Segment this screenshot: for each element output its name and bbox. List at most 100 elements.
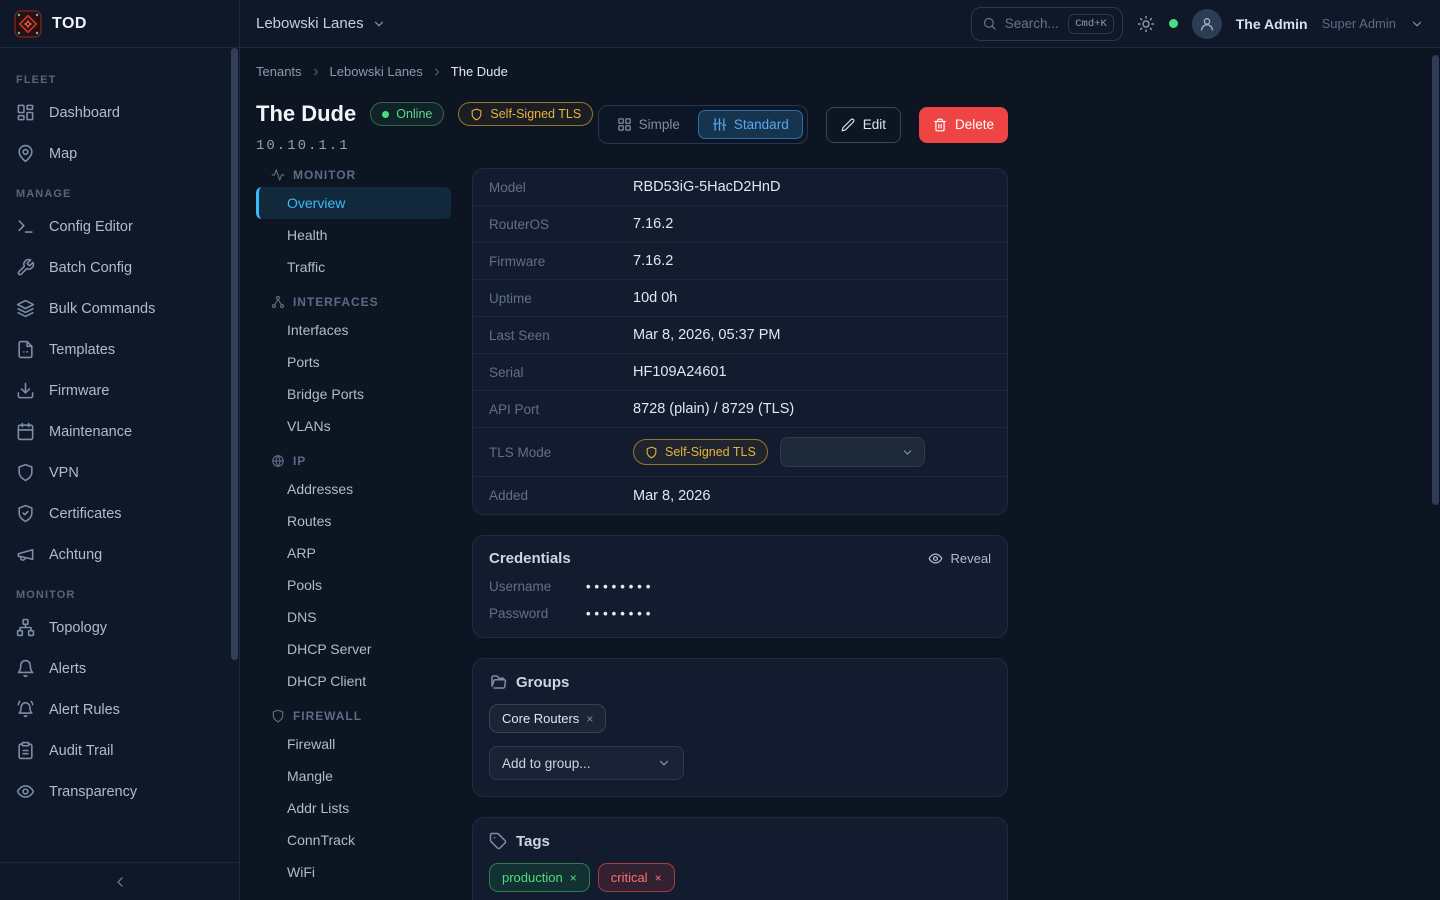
- subnav-item-ports[interactable]: Ports: [287, 354, 320, 370]
- theme-toggle-sun-icon[interactable]: [1137, 15, 1155, 33]
- main-content: Tenants Lebowski Lanes The Dude The Dude…: [240, 48, 1440, 900]
- calendar-icon: [16, 422, 35, 441]
- subnav-section-ip: IP: [256, 454, 451, 468]
- device-subnav: MONITOR Overview Health Traffic INTERFAC…: [256, 168, 451, 900]
- breadcrumb-tenants[interactable]: Tenants: [256, 64, 302, 79]
- subnav-item-dhcp-client[interactable]: DHCP Client: [287, 673, 367, 689]
- subnav-item-interfaces[interactable]: Interfaces: [287, 322, 349, 338]
- subnav-item-dhcp-server[interactable]: DHCP Server: [287, 641, 372, 657]
- sidebar-item-maintenance[interactable]: Maintenance: [0, 411, 239, 452]
- sidebar-item-bulk-commands[interactable]: Bulk Commands: [0, 288, 239, 329]
- download-icon: [16, 381, 35, 400]
- sidebar-item-label: Achtung: [49, 546, 103, 563]
- sidebar-item-label: Topology: [49, 619, 108, 636]
- sidebar-item-label: Alerts: [49, 660, 87, 677]
- status-badge: Online: [370, 102, 445, 126]
- subnav-item-pools[interactable]: Pools: [287, 577, 323, 593]
- view-toggle: Simple Standard: [597, 105, 808, 144]
- group-chip: Core Routers ×: [489, 704, 607, 733]
- delete-button[interactable]: Delete: [918, 106, 1008, 143]
- sidebar-item-label: Bulk Commands: [49, 300, 156, 317]
- sidebar-item-audit-trail[interactable]: Audit Trail: [0, 730, 239, 771]
- sidebar-item-label: Map: [49, 145, 78, 162]
- subnav-item-conntrack[interactable]: ConnTrack: [287, 832, 355, 848]
- search-placeholder: Search...: [1004, 16, 1059, 31]
- masked-username: ••••••••: [586, 579, 655, 594]
- bell-ring-icon: [16, 700, 35, 719]
- tls-mode-select[interactable]: [779, 437, 925, 467]
- user-menu-chevron-icon[interactable]: [1410, 17, 1424, 31]
- sidebar-item-map[interactable]: Map: [0, 133, 239, 174]
- tenant-selector[interactable]: Lebowski Lanes: [256, 15, 386, 32]
- subnav-item-firewall[interactable]: Firewall: [287, 736, 336, 752]
- sidebar-item-templates[interactable]: Templates: [0, 329, 239, 370]
- detail-row-model: Model RBD53iG-5HacD2HnD: [473, 169, 1007, 206]
- view-simple-button[interactable]: Simple: [603, 110, 694, 139]
- shield-icon: [271, 709, 285, 723]
- detail-row-serial: Serial HF109A24601: [473, 354, 1007, 391]
- network-icon: [16, 618, 35, 637]
- subnav-item-dns[interactable]: DNS: [287, 609, 317, 625]
- online-dot-icon: [382, 110, 390, 118]
- sidebar-collapse-button[interactable]: [0, 862, 239, 900]
- sidebar-item-transparency[interactable]: Transparency: [0, 771, 239, 812]
- eye-icon: [928, 553, 942, 564]
- sidebar-item-label: Firmware: [49, 382, 110, 399]
- sidebar-item-topology[interactable]: Topology: [0, 607, 239, 648]
- sidebar-item-batch-config[interactable]: Batch Config: [0, 247, 239, 288]
- chevron-left-icon: [112, 874, 128, 890]
- sliders-icon: [712, 118, 726, 131]
- subnav-item-overview[interactable]: Overview: [256, 187, 451, 219]
- file-icon: [16, 340, 35, 359]
- sidebar-item-vpn[interactable]: VPN: [0, 452, 239, 493]
- breadcrumb-device: The Dude: [450, 64, 508, 79]
- device-ip: 10.10.1.1: [256, 138, 350, 154]
- sidebar-item-achtung[interactable]: Achtung: [0, 534, 239, 575]
- sidebar-item-alert-rules[interactable]: Alert Rules: [0, 689, 239, 730]
- user-avatar[interactable]: [1191, 8, 1222, 39]
- remove-chip-icon[interactable]: ×: [569, 870, 577, 885]
- detail-row-routeros: RouterOS 7.16.2: [473, 206, 1007, 243]
- remove-chip-icon[interactable]: ×: [586, 711, 594, 726]
- content-scrollbar-thumb[interactable]: [1432, 55, 1439, 505]
- tag-chip-critical: critical ×: [597, 863, 675, 892]
- edit-button[interactable]: Edit: [825, 106, 901, 143]
- sidebar-section-manage: MANAGE: [16, 188, 72, 200]
- sidebar-item-alerts[interactable]: Alerts: [0, 648, 239, 689]
- globe-icon: [271, 454, 285, 468]
- subnav-item-health[interactable]: Health: [287, 227, 328, 243]
- subnav-section-interfaces: INTERFACES: [256, 295, 451, 309]
- subnav-item-vlans[interactable]: VLANs: [287, 418, 331, 434]
- detail-row-uptime: Uptime 10d 0h: [473, 280, 1007, 317]
- sidebar-item-config-editor[interactable]: Config Editor: [0, 206, 239, 247]
- breadcrumb-tenant[interactable]: Lebowski Lanes: [329, 64, 423, 79]
- sidebar-scrollbar-thumb[interactable]: [231, 48, 238, 660]
- tls-mode-badge: Self-Signed TLS: [633, 439, 768, 465]
- subnav-section-monitor: MONITOR: [256, 168, 451, 182]
- subnav-item-mangle[interactable]: Mangle: [287, 768, 333, 784]
- subnav-item-routes[interactable]: Routes: [287, 513, 332, 529]
- sidebar-item-firmware[interactable]: Firmware: [0, 370, 239, 411]
- subnav-item-bridge-ports[interactable]: Bridge Ports: [287, 386, 365, 402]
- sidebar-item-label: Dashboard: [49, 104, 120, 121]
- add-to-group-select[interactable]: Add to group...: [489, 746, 684, 780]
- subnav-item-wifi[interactable]: WiFi: [287, 864, 315, 880]
- subnav-item-traffic[interactable]: Traffic: [287, 259, 326, 275]
- subnav-item-addr-lists[interactable]: Addr Lists: [287, 800, 350, 816]
- sidebar-item-dashboard[interactable]: Dashboard: [0, 92, 239, 133]
- search-input[interactable]: Search... Cmd+K: [970, 6, 1123, 41]
- detail-row-tls-mode: TLS Mode Self-Signed TLS: [473, 428, 1007, 477]
- brand-area: TOD: [0, 0, 240, 47]
- folder-icon: [489, 673, 507, 691]
- view-standard-button[interactable]: Standard: [697, 110, 803, 139]
- subnav-item-arp[interactable]: ARP: [287, 545, 316, 561]
- app-logo-icon: [14, 9, 42, 38]
- remove-chip-icon[interactable]: ×: [654, 870, 662, 885]
- subnav-item-addresses[interactable]: Addresses: [287, 481, 354, 497]
- reveal-button[interactable]: Reveal: [928, 551, 991, 566]
- main-sidebar: FLEET Dashboard Map MANAGE Config Editor…: [0, 48, 240, 900]
- sidebar-item-certificates[interactable]: Certificates: [0, 493, 239, 534]
- detail-row-last-seen: Last Seen Mar 8, 2026, 05:37 PM: [473, 317, 1007, 354]
- sidebar-item-label: Maintenance: [49, 423, 133, 440]
- tag-icon: [489, 832, 507, 850]
